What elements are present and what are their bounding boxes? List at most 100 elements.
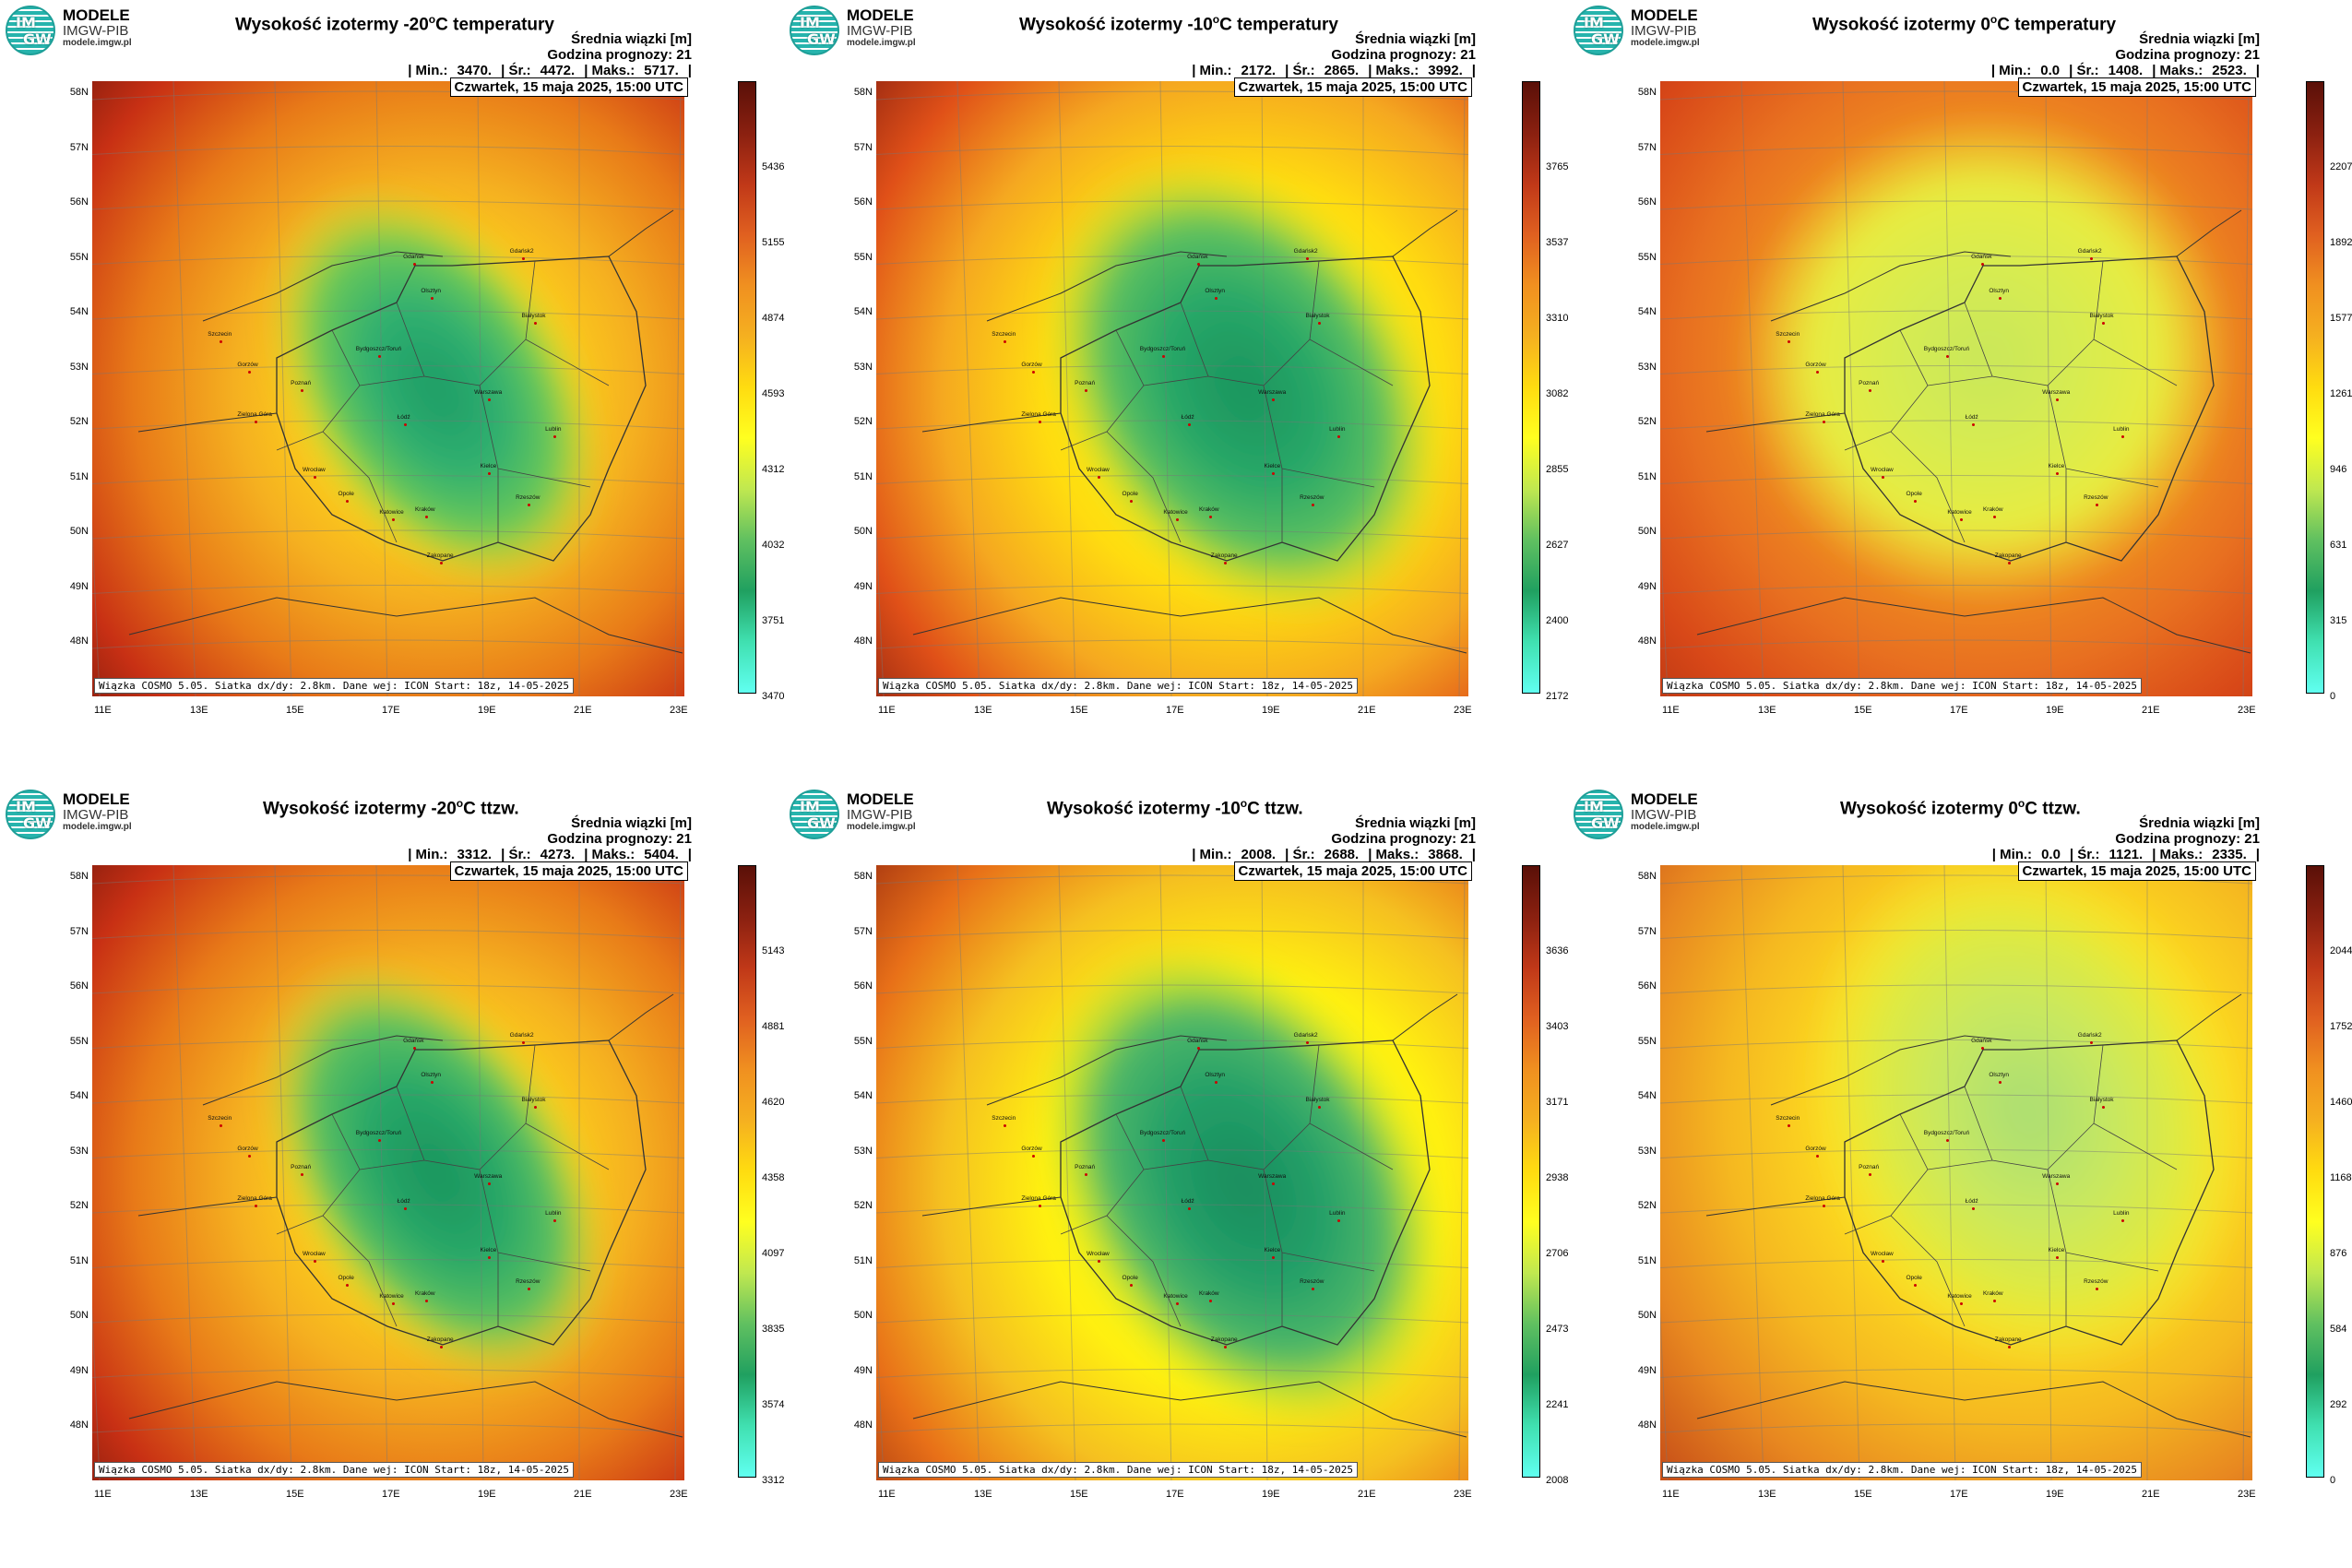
min-label: | Min.: (408, 63, 448, 78)
longitude-label: 11E (878, 705, 896, 716)
latitude-gridline (1660, 420, 2252, 430)
latitude-label: 53N (69, 1145, 89, 1157)
country-borders (1696, 993, 2251, 1438)
longitude-label: 23E (1454, 1489, 1472, 1500)
city-label: Opole (1906, 1275, 1922, 1288)
latitude-gridline (92, 1259, 684, 1268)
city-label: Katowice (379, 509, 404, 522)
longitude-label: 19E (2046, 1489, 2064, 1500)
longitude-label: 19E (1262, 1489, 1280, 1500)
longitude-gridline (1458, 865, 1466, 1480)
city-label: Szczecin (992, 330, 1016, 343)
latitude-gridline (876, 146, 1468, 155)
latitude-gridline (92, 146, 684, 155)
longitude-label: 21E (1358, 1489, 1376, 1500)
max-value: 5717. (644, 63, 679, 78)
longitude-gridline (674, 81, 682, 696)
logo-line3: modele.imgw.pl (847, 821, 916, 832)
longitude-gridline (1660, 522, 1669, 696)
degree-sign: o (456, 797, 464, 810)
city-label: Opole (1906, 491, 1922, 504)
city-label: Bydgoszcz/Toruń (1139, 1130, 1186, 1143)
latitude-gridline (876, 1423, 1468, 1433)
latitude-gridline (876, 1259, 1468, 1268)
degree-sign: o (2017, 797, 2025, 810)
latitude-label: 48N (69, 636, 89, 647)
longitude-label: 15E (286, 1489, 304, 1500)
degree-sign: o (1212, 13, 1220, 26)
colorbar-tick-label: 2241 (1546, 1399, 1569, 1410)
stats-line: | Min.: 2172. | Śr.: 2865. | Maks.: 3992. | (1192, 63, 1476, 78)
latitude-gridline (1660, 146, 2252, 155)
stats-block: Średnia wiązki [m] Godzina prognozy: 21 | … (408, 815, 692, 862)
colorbar (2306, 865, 2324, 1478)
city-label: Kielce (1264, 463, 1281, 476)
latitude-gridline (1660, 1039, 2252, 1049)
latitude-label: 56N (1637, 196, 1657, 208)
latitude-label: 53N (853, 361, 873, 373)
latitude-gridline (1660, 529, 2252, 540)
country-borders (128, 993, 683, 1438)
model-footer: Wiązka COSMO 5.05. Siatka dx/dy: 2.8km. … (878, 678, 1358, 694)
longitude-label: 15E (1070, 1489, 1088, 1500)
colorbar-tick-label: 2473 (1546, 1324, 1569, 1335)
colorbar-tick-label: 3537 (1546, 237, 1569, 248)
latitude-label: 48N (853, 1420, 873, 1431)
map-panel: IM GW MODELE IMGW-PIB modele.imgw.pl Wysokość… (784, 784, 1568, 1568)
city-label: Gdańsk (403, 254, 424, 267)
ensemble-mean-label: Średnia wiązki [m] (2139, 815, 2260, 831)
city-label: Zielona Góra (1805, 410, 1840, 423)
colorbar-tick-label: 2627 (1546, 540, 1569, 551)
logo-badge-bottom: GW (23, 814, 52, 832)
colorbar-tick-label: 1460 (2330, 1097, 2352, 1108)
longitude-gridline (1058, 865, 1076, 1480)
city-label: Kielce (1264, 1247, 1281, 1260)
valid-date: Czwartek, 15 maja 2025, 15:00 UTC (1233, 77, 1472, 97)
city-label: Katowice (1163, 1293, 1188, 1306)
voivodeship-borders (1844, 260, 2178, 543)
logo-line1: MODELE (63, 790, 130, 808)
latitude-gridline (92, 1094, 684, 1104)
max-value: 3868. (1428, 847, 1463, 862)
imgw-logo-icon: IM GW (790, 6, 839, 55)
latitude-label: 58N (69, 87, 89, 98)
city-label: Rzeszów (1300, 493, 1324, 506)
latitude-label: 53N (1637, 361, 1657, 373)
logo-line3: modele.imgw.pl (847, 37, 916, 48)
voivodeship-borders (276, 1044, 610, 1327)
poland-border (1060, 255, 1431, 562)
latitude-label: 56N (69, 980, 89, 992)
model-footer: Wiązka COSMO 5.05. Siatka dx/dy: 2.8km. … (1662, 678, 2142, 694)
colorbar (1522, 865, 1540, 1478)
longitude-label: 17E (1166, 705, 1184, 716)
city-label: Bydgoszcz/Toruń (355, 346, 402, 359)
longitude-label: 15E (1854, 1489, 1872, 1500)
city-label: Lublin (2113, 426, 2130, 439)
model-footer: Wiązka COSMO 5.05. Siatka dx/dy: 2.8km. … (94, 1462, 574, 1478)
city-label: Warszawa (474, 389, 503, 402)
model-footer: Wiązka COSMO 5.05. Siatka dx/dy: 2.8km. … (1662, 1462, 2142, 1478)
colorbar-tick-label: 4312 (762, 464, 785, 475)
stats-block: Średnia wiązki [m] Godzina prognozy: 21 | … (1992, 815, 2260, 862)
ensemble-mean-label: Średnia wiązki [m] (1355, 31, 1476, 47)
logo-line2: IMGW-PIB (1631, 806, 1697, 823)
city-label: Opole (338, 491, 354, 504)
city-label: Lublin (1329, 1210, 1346, 1223)
latitude-gridline (1660, 984, 2252, 994)
longitude-label: 21E (574, 705, 592, 716)
city-label: Gdańsk (403, 1038, 424, 1051)
colorbar-tick-label: 3835 (762, 1324, 785, 1335)
isotherm-field-core (1737, 112, 2235, 605)
latitude-label: 56N (1637, 980, 1657, 992)
colorbar-tick-label: 4874 (762, 313, 785, 324)
latitude-label: 57N (69, 925, 89, 937)
poland-border (276, 1039, 647, 1346)
poland-border (276, 255, 647, 562)
city-label: Rzeszów (1300, 1277, 1324, 1290)
city-label: Kielce (480, 463, 497, 476)
valid-date: Czwartek, 15 maja 2025, 15:00 UTC (2017, 861, 2256, 881)
longitude-gridline (876, 1306, 885, 1480)
city-label: Gorzów (1805, 1146, 1826, 1158)
imgw-logo-icon: IM GW (1574, 6, 1623, 55)
stats-end: | (1471, 847, 1476, 862)
